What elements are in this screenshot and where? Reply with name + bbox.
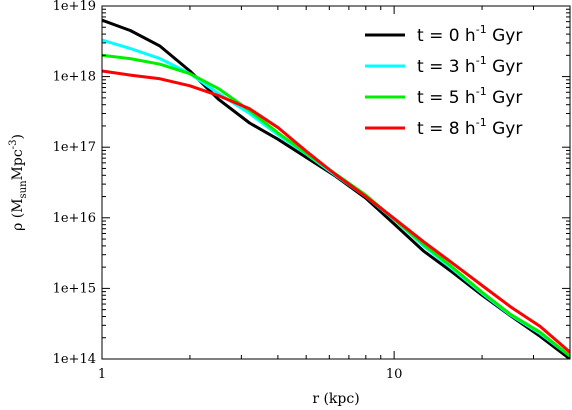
tick-labels: 1e+14 1e+15 1e+16 1e+17 1e+18 1e+19 1 10 bbox=[53, 0, 403, 382]
axis-ticks bbox=[101, 5, 571, 360]
legend-label-2: t = 5 h-1 Gyr bbox=[417, 85, 522, 108]
y-tick-label: 1e+14 bbox=[53, 352, 96, 367]
y-axis-label-part: ) bbox=[10, 134, 26, 139]
legend: t = 0 h-1 Gyr t = 3 h-1 Gyr t = 5 h-1 Gyr t… bbox=[365, 23, 522, 139]
y-tick-label: 1e+17 bbox=[53, 140, 96, 155]
x-tick-label: 10 bbox=[386, 367, 403, 382]
plot-lines bbox=[102, 18, 570, 359]
y-axis-label-part: sun bbox=[18, 180, 29, 199]
y-axis-label-part: ρ (M bbox=[10, 198, 26, 230]
y-axis-label-part: -3 bbox=[8, 140, 19, 150]
legend-label-0: t = 0 h-1 Gyr bbox=[417, 23, 522, 46]
y-axis-label-part: Mpc bbox=[10, 149, 26, 180]
y-axis-label: ρ (MsunMpc-3) bbox=[8, 134, 29, 231]
y-tick-label: 1e+15 bbox=[53, 281, 96, 296]
x-axis-label: r (kpc) bbox=[312, 391, 359, 407]
legend-label-1: t = 3 h-1 Gyr bbox=[417, 54, 522, 77]
y-tick-label: 1e+16 bbox=[53, 211, 96, 226]
y-tick-label: 1e+18 bbox=[53, 70, 96, 85]
plot-frame bbox=[101, 5, 571, 360]
legend-label-3: t = 8 h-1 Gyr bbox=[417, 116, 522, 139]
series-line-3 bbox=[102, 69, 570, 354]
y-tick-label: 1e+19 bbox=[53, 0, 96, 14]
x-tick-label: 1 bbox=[98, 367, 106, 382]
